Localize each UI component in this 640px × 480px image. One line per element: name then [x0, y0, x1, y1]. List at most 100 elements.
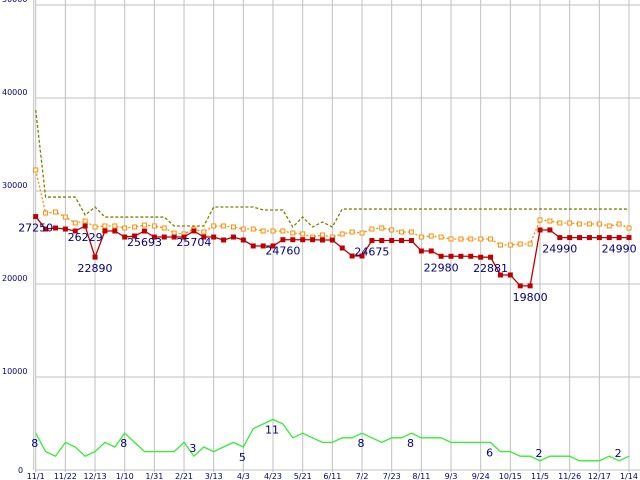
- data-point-minimum: [72, 228, 78, 234]
- data-point-average: [448, 236, 454, 242]
- data-point-average: [547, 218, 553, 224]
- data-point-minimum: [577, 235, 583, 241]
- x-tick-label: 3/13: [205, 472, 223, 480]
- data-point-minimum: [33, 214, 39, 220]
- shop-count-label: 6: [486, 446, 493, 459]
- data-point-minimum: [122, 234, 128, 240]
- price-data-label: 22980: [424, 261, 459, 274]
- data-point-average: [319, 232, 325, 238]
- data-point-minimum: [596, 235, 602, 241]
- data-point-average: [616, 221, 622, 227]
- data-point-average: [497, 242, 503, 248]
- data-point-minimum: [586, 235, 592, 241]
- data-point-minimum: [102, 228, 108, 234]
- data-point-average: [527, 241, 533, 247]
- price-data-label: 24675: [354, 246, 389, 259]
- data-point-minimum: [112, 228, 118, 234]
- y-tick-label: 10000: [2, 367, 27, 376]
- data-point-average: [507, 242, 513, 248]
- data-point-minimum: [141, 228, 147, 234]
- data-point-minimum: [211, 234, 217, 240]
- x-tick-label: 10/15: [499, 472, 522, 480]
- data-point-average: [586, 221, 592, 227]
- y-tick-label: 0: [18, 466, 23, 475]
- data-point-average: [418, 234, 424, 240]
- price-data-label: 24990: [602, 243, 637, 256]
- data-point-minimum: [62, 226, 68, 232]
- x-tick-label: 4/23: [264, 472, 282, 480]
- data-point-average: [399, 229, 405, 235]
- data-point-average: [171, 230, 177, 236]
- data-point-minimum: [606, 235, 612, 241]
- data-point-average: [567, 220, 573, 226]
- data-point-average: [122, 225, 128, 231]
- data-point-minimum: [557, 235, 563, 241]
- shop-count-label: 3: [189, 442, 196, 455]
- data-point-average: [260, 228, 266, 234]
- data-point-minimum: [567, 235, 573, 241]
- data-point-minimum: [408, 238, 414, 244]
- data-point-average: [82, 218, 88, 224]
- data-point-minimum: [458, 253, 464, 259]
- data-point-average: [211, 223, 217, 229]
- series-line-max: [35, 109, 629, 229]
- x-tick-label: 1/10: [116, 472, 134, 480]
- data-point-minimum: [181, 234, 187, 240]
- data-point-minimum: [191, 228, 197, 234]
- data-point-average: [478, 236, 484, 242]
- price-data-label: 19800: [513, 291, 548, 304]
- data-point-minimum: [497, 272, 503, 278]
- shop-count-label: 8: [407, 437, 414, 450]
- data-point-average: [359, 230, 365, 236]
- price-data-label: 26229: [68, 231, 103, 244]
- x-tick-label: 9/24: [472, 472, 490, 480]
- data-point-minimum: [478, 254, 484, 260]
- data-point-average: [438, 234, 444, 240]
- shop-count-label: 8: [120, 437, 127, 450]
- data-point-minimum: [616, 235, 622, 241]
- data-point-average: [102, 223, 108, 229]
- x-tick-label: 4/3: [237, 472, 250, 480]
- data-point-minimum: [221, 237, 227, 243]
- price-data-label: 25693: [127, 236, 162, 249]
- data-point-minimum: [468, 253, 474, 259]
- data-point-average: [240, 226, 246, 232]
- data-point-minimum: [270, 243, 276, 249]
- x-tick-label: 2/21: [175, 472, 193, 480]
- x-tick-label: 1/14: [620, 472, 638, 480]
- data-point-minimum: [290, 237, 296, 243]
- y-tick-label: 40000: [2, 88, 27, 97]
- data-point-minimum: [527, 283, 533, 289]
- price-data-label: 25704: [176, 236, 211, 249]
- data-point-minimum: [319, 237, 325, 243]
- data-point-minimum: [43, 226, 49, 232]
- data-point-minimum: [310, 237, 316, 243]
- shop-count-label: 2: [615, 447, 622, 460]
- data-point-average: [488, 236, 494, 242]
- data-point-average: [606, 223, 612, 229]
- series-line-shops: [35, 418, 630, 462]
- x-tick-label: 6/11: [323, 472, 341, 480]
- data-point-average: [577, 221, 583, 227]
- x-tick-label: 11/22: [54, 472, 77, 480]
- data-point-minimum: [507, 272, 513, 278]
- data-point-average: [72, 220, 78, 226]
- shop-count-label: 11: [265, 423, 279, 436]
- data-point-minimum: [260, 243, 266, 249]
- data-point-average: [468, 236, 474, 242]
- data-point-minimum: [488, 254, 494, 260]
- x-tick-label: 12/13: [83, 472, 106, 480]
- data-point-average: [132, 224, 138, 230]
- price-data-label: 22890: [78, 262, 113, 275]
- data-point-minimum: [359, 253, 365, 259]
- data-point-minimum: [448, 253, 454, 259]
- data-point-minimum: [428, 248, 434, 254]
- data-point-minimum: [547, 227, 553, 233]
- data-point-average: [43, 210, 49, 216]
- data-point-minimum: [240, 237, 246, 243]
- y-tick-label: 30000: [2, 181, 27, 190]
- data-point-minimum: [280, 237, 286, 243]
- data-point-minimum: [389, 238, 395, 244]
- data-point-minimum: [82, 223, 88, 229]
